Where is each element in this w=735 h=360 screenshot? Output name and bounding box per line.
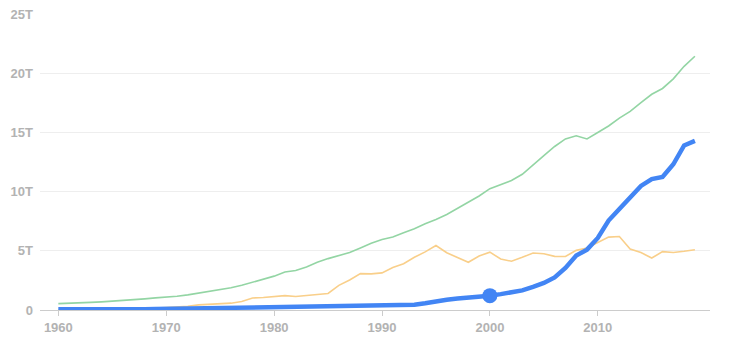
- svg-text:25T: 25T: [11, 7, 33, 22]
- svg-text:1970: 1970: [152, 320, 181, 335]
- svg-text:1980: 1980: [260, 320, 289, 335]
- svg-text:2000: 2000: [475, 320, 504, 335]
- svg-text:0: 0: [26, 303, 33, 318]
- svg-text:1960: 1960: [44, 320, 73, 335]
- svg-text:10T: 10T: [11, 184, 33, 199]
- svg-text:1990: 1990: [368, 320, 397, 335]
- svg-text:20T: 20T: [11, 66, 33, 81]
- svg-text:15T: 15T: [11, 125, 33, 140]
- svg-text:5T: 5T: [18, 243, 33, 258]
- svg-text:2010: 2010: [583, 320, 612, 335]
